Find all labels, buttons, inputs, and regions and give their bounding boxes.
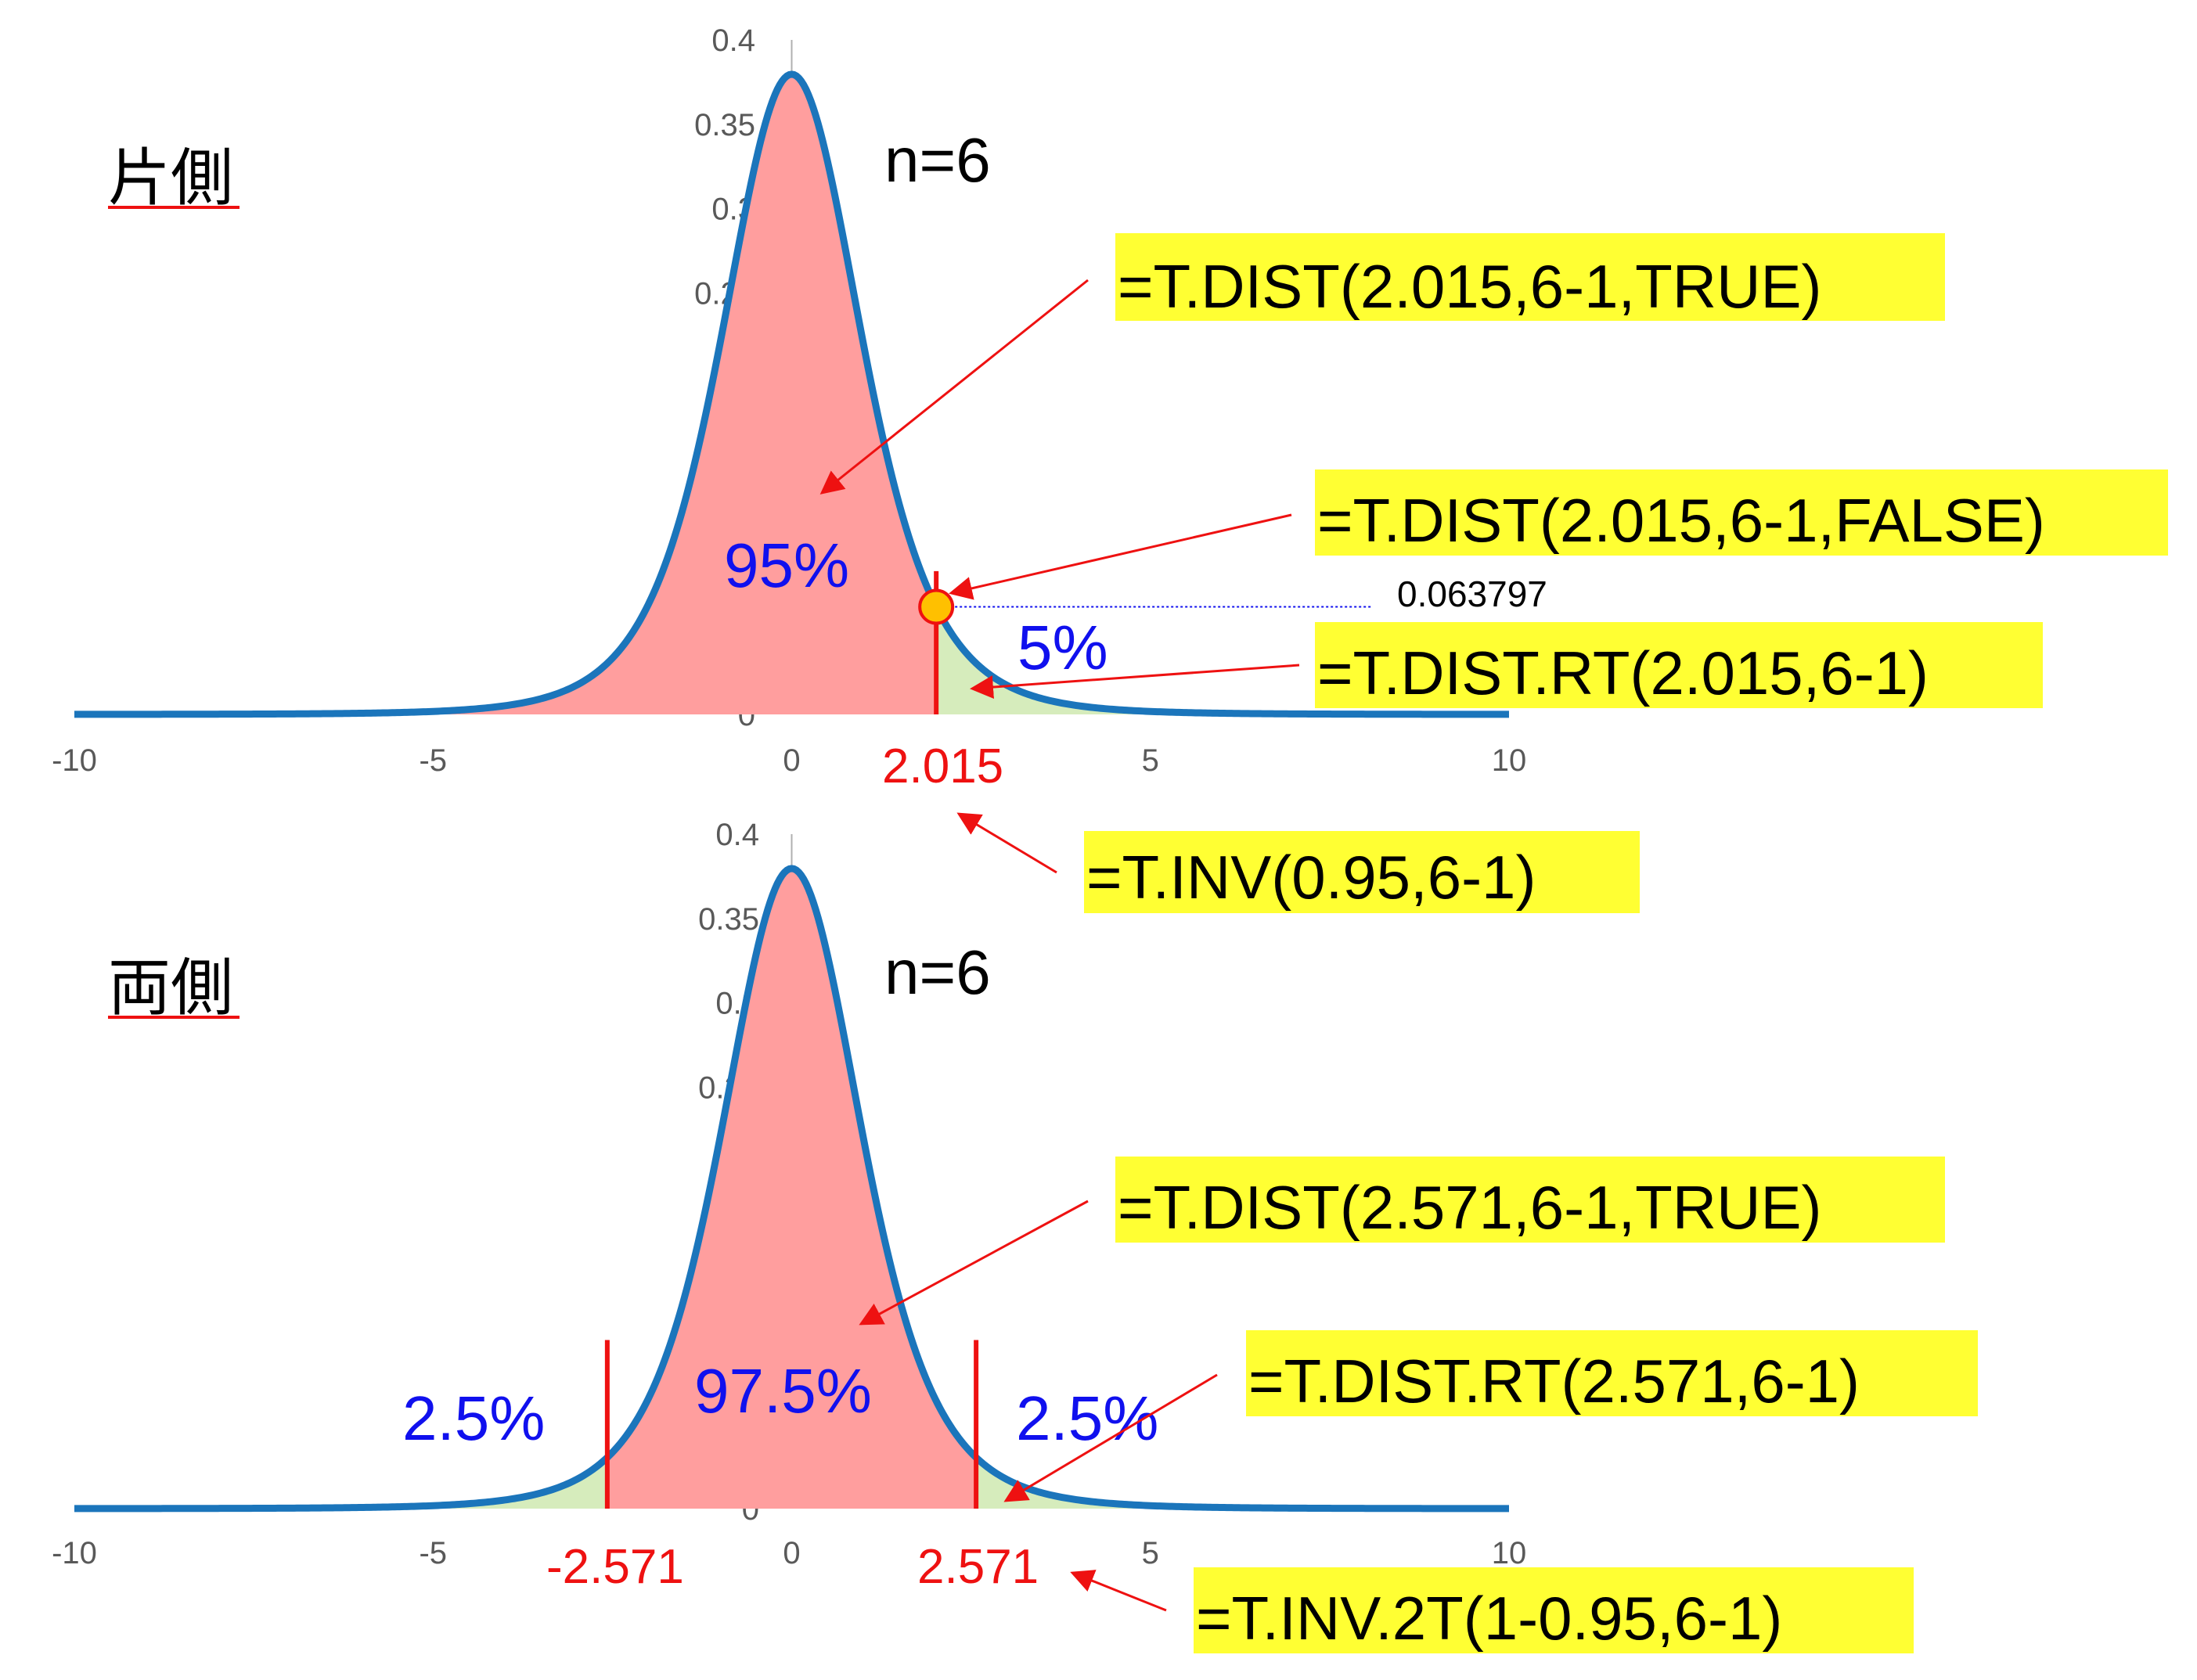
formula-box-tinv	[1084, 831, 1640, 913]
two-tailed-areas	[74, 868, 1509, 1509]
formula-tdist-true-2: =T.DIST(2.571,6-1,TRUE)	[1118, 1173, 1821, 1242]
two-tailed-left-critical-label: -2.571	[546, 1540, 684, 1594]
arrow-tdist-rt-2	[1003, 1373, 1218, 1502]
x-tick-label: 0	[783, 1536, 800, 1570]
right-tail-area	[936, 606, 1509, 714]
two-tailed-right-tail-percent: 2.5%	[1016, 1383, 1158, 1453]
x-tick-label: -10	[52, 1536, 97, 1570]
two-tailed-title: 両側	[108, 952, 233, 1024]
formula-tdist-false: =T.DIST(2.015,6-1,FALSE)	[1317, 486, 2045, 555]
two-tailed-overlay	[73, 865, 1511, 1513]
x-tick-label: 0	[783, 743, 800, 778]
one-tailed-critical-label: 2.015	[882, 739, 1003, 793]
arrow-tdist-true	[819, 279, 1089, 495]
two-tailed-n-label: n=6	[884, 937, 991, 1007]
x-tick-label: 10	[1492, 1536, 1527, 1570]
one-tailed-n-label: n=6	[884, 125, 991, 195]
one-tailed-overlay	[73, 70, 1511, 718]
one-tailed-title: 片側	[108, 142, 233, 214]
arrow-tdist-true-2	[859, 1200, 1089, 1326]
one-tailed-center-percent: 95%	[724, 531, 849, 600]
y-tick-label: 0.4	[711, 23, 755, 58]
formula-box-tdist-rt	[1315, 622, 2043, 708]
formula-box-tdist-true	[1115, 233, 1945, 321]
formula-box-tdist-true-2	[1115, 1157, 1945, 1243]
formula-box-tdist-rt-2	[1246, 1330, 1978, 1416]
y-tick-label: 0.35	[694, 108, 755, 142]
formula-tinv: =T.INV(0.95,6-1)	[1086, 843, 1536, 912]
y-tick-label: 0.35	[698, 902, 759, 937]
formula-box-tinv2t	[1194, 1567, 1914, 1653]
one-tailed-tail-percent: 5%	[1017, 613, 1108, 682]
density-point	[918, 588, 955, 625]
formula-tinv2t: =T.INV.2T(1-0.95,6-1)	[1196, 1584, 1782, 1653]
two-tailed-right-critical-label: 2.571	[917, 1540, 1039, 1594]
arrow-tinv2t	[1070, 1570, 1167, 1612]
formula-box-tdist-false	[1315, 469, 2168, 556]
center-area	[74, 74, 937, 714]
formula-tdist-rt: =T.DIST.RT(2.015,6-1)	[1317, 639, 1929, 707]
left-tail-area	[74, 1457, 607, 1509]
formula-tdist-rt-2: =T.DIST.RT(2.571,6-1)	[1248, 1347, 1860, 1416]
two-tailed-center-percent: 97.5%	[694, 1356, 872, 1426]
one-tailed-areas	[74, 74, 1509, 714]
arrow-tinv	[956, 812, 1057, 874]
arrow-tdist-rt	[970, 664, 1300, 700]
x-tick-label: -5	[419, 1536, 447, 1570]
x-tick-label: 10	[1492, 743, 1527, 778]
x-tick-label: 5	[1142, 743, 1159, 778]
right-tail-area	[976, 1457, 1509, 1509]
formula-tdist-true: =T.DIST(2.015,6-1,TRUE)	[1118, 252, 1821, 321]
y-tick-label: 0.4	[715, 818, 759, 852]
density-curve	[73, 865, 1511, 1513]
arrow-tdist-false	[949, 513, 1292, 600]
x-tick-label: -10	[52, 743, 97, 778]
x-tick-label: -5	[419, 743, 447, 778]
center-area	[607, 868, 977, 1509]
x-tick-label: 5	[1142, 1536, 1159, 1570]
two-tailed-left-tail-percent: 2.5%	[402, 1383, 545, 1453]
density-value-label: 0.063797	[1397, 574, 1547, 614]
density-curve	[73, 70, 1511, 718]
